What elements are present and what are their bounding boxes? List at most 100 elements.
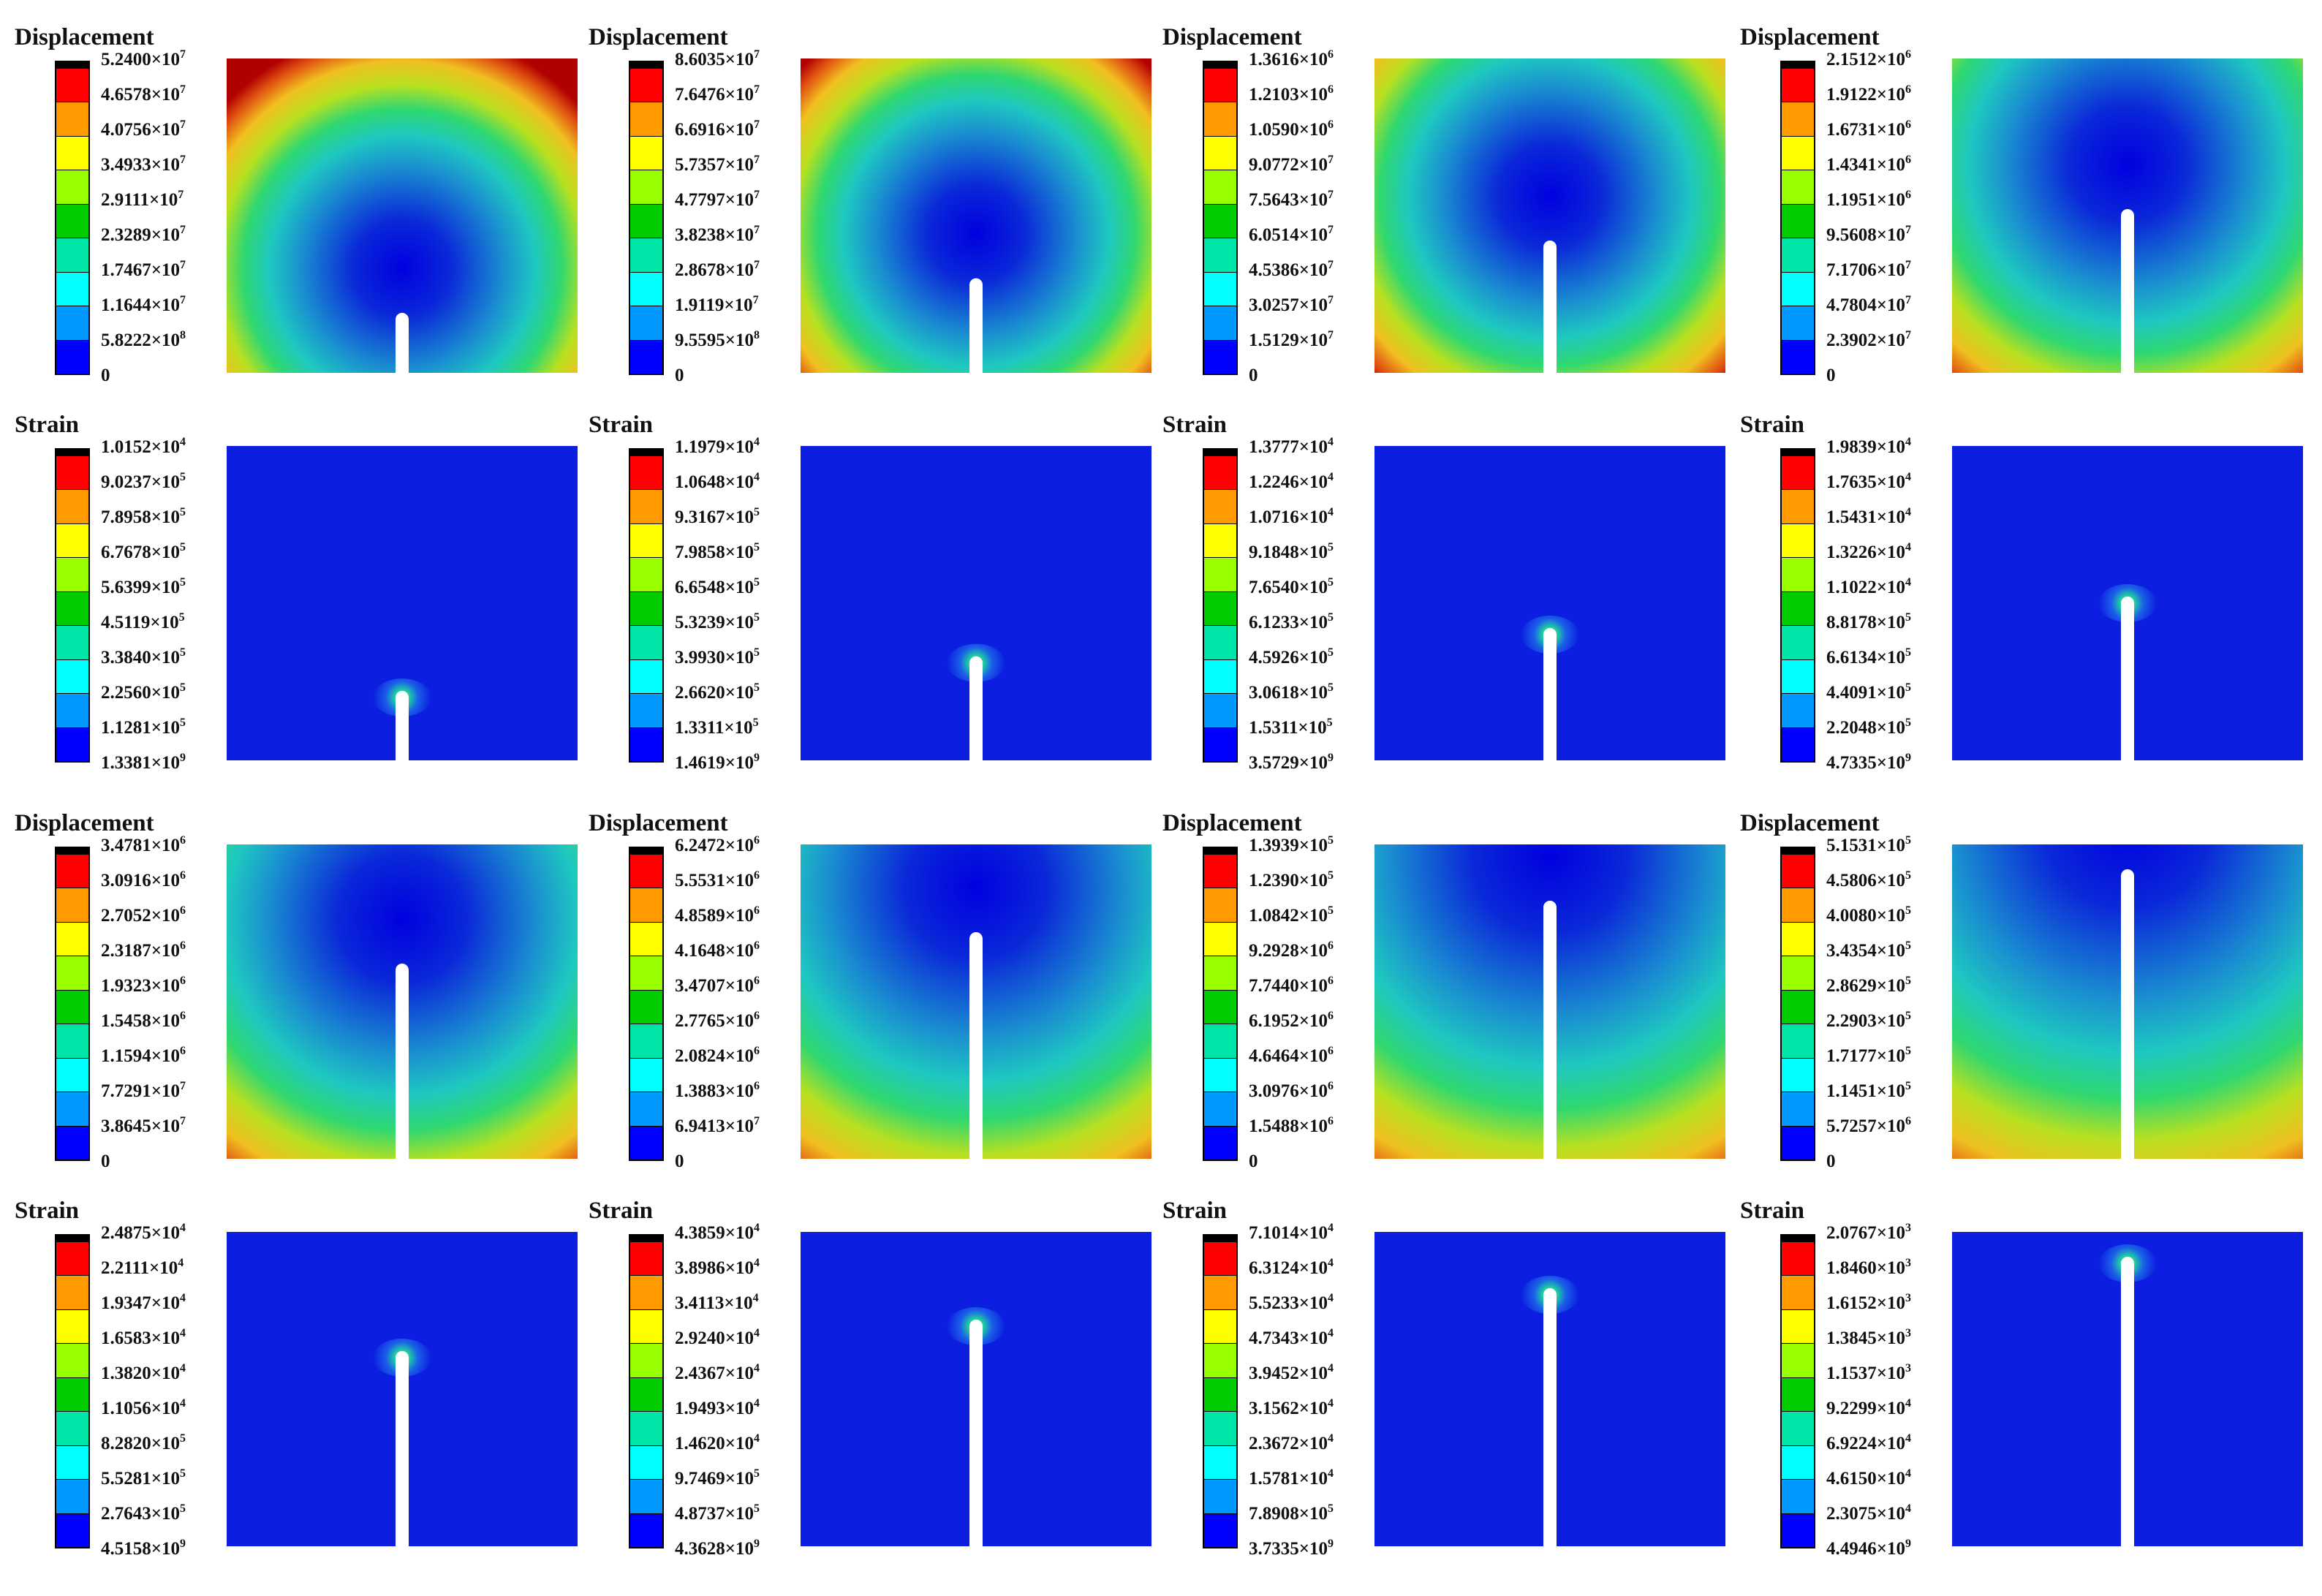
legend-swatch — [1204, 848, 1236, 855]
contour-field — [1952, 844, 2303, 1159]
legend-tick-label: 7.7440×106 — [1249, 975, 1334, 996]
legend-tick-label: 1.2246×104 — [1249, 471, 1334, 492]
legend-swatch — [56, 1412, 88, 1446]
legend-swatch — [1204, 1024, 1236, 1059]
crack-slot — [969, 1326, 983, 1546]
legend-swatch — [630, 1126, 662, 1160]
crack-slot — [396, 1358, 409, 1546]
contour-field — [1374, 1232, 1725, 1546]
legend-tick-label: 5.5281×105 — [101, 1467, 186, 1489]
legend-swatch — [1204, 1377, 1236, 1412]
crack-slot — [396, 970, 409, 1159]
color-legend-bar — [1780, 448, 1815, 763]
legend-tick-label: 7.6540×105 — [1249, 576, 1334, 597]
legend-swatch — [630, 558, 662, 592]
legend-swatch — [630, 456, 662, 491]
legend-swatch — [1782, 1242, 1814, 1277]
crack-tip — [1543, 1288, 1557, 1301]
legend-tick-label: 3.5729×109 — [1249, 752, 1334, 773]
legend-tick-label: 3.0618×105 — [1249, 681, 1334, 703]
legend-swatch — [1782, 204, 1814, 239]
panel-title: Strain — [1740, 1198, 1805, 1224]
legend-swatch — [1204, 1236, 1236, 1242]
legend-tick-label: 2.3672×104 — [1249, 1432, 1334, 1453]
legend-tick-label: 2.0767×103 — [1826, 1222, 1911, 1243]
legend-swatch — [1782, 558, 1814, 592]
legend-tick-label: 9.1848×105 — [1249, 541, 1334, 562]
contour-field — [801, 58, 1151, 373]
legend-tick-label: 2.4367×104 — [675, 1362, 760, 1383]
color-legend-bar — [1203, 61, 1238, 375]
color-legend-bar — [1203, 448, 1238, 763]
legend-swatch — [56, 1092, 88, 1127]
legend-tick-label: 1.1056×104 — [101, 1397, 186, 1418]
legend-tick-label: 6.6916×107 — [675, 118, 760, 140]
legend-swatch — [1204, 727, 1236, 761]
legend-tick-label: 1.0842×105 — [1249, 904, 1334, 926]
crack-slot — [396, 319, 409, 373]
legend-tick-label: 2.1512×106 — [1826, 48, 1911, 69]
legend-tick-label: 4.8589×106 — [675, 904, 760, 926]
legend-swatch — [1204, 1242, 1236, 1277]
legend-tick-label: 0 — [1249, 366, 1258, 385]
legend-swatch — [56, 306, 88, 341]
color-legend-bar — [1780, 1234, 1815, 1548]
legend-swatch — [56, 136, 88, 171]
legend-tick-label: 1.0716×104 — [1249, 506, 1334, 527]
panel-title: Strain — [589, 412, 654, 438]
legend-swatch — [1204, 922, 1236, 957]
legend-tick-label: 1.3311×105 — [675, 716, 759, 738]
legend-labels: 7.1014×104 6.3124×104 5.5233×104 4.7343×104… — [1249, 1222, 1395, 1567]
legend-tick-label: 7.8958×105 — [101, 506, 186, 527]
panel-title: Strain — [15, 1198, 80, 1224]
panel-title: Displacement — [589, 810, 728, 836]
legend-tick-label: 6.9413×107 — [675, 1115, 760, 1136]
legend-swatch — [1204, 490, 1236, 524]
legend-swatch — [1204, 1480, 1236, 1514]
legend-tick-label: 4.0080×105 — [1826, 904, 1911, 926]
legend-tick-label: 3.8238×107 — [675, 224, 760, 245]
legend-tick-label: 5.7257×106 — [1826, 1115, 1911, 1136]
legend-tick-label: 7.7291×107 — [101, 1080, 186, 1101]
legend-swatch — [1204, 340, 1236, 374]
legend-swatch — [56, 1242, 88, 1277]
legend-swatch — [56, 1480, 88, 1514]
legend-tick-label: 6.9224×104 — [1826, 1432, 1911, 1453]
legend-swatch — [56, 102, 88, 137]
legend-swatch — [630, 136, 662, 171]
legend-swatch — [56, 450, 88, 456]
legend-tick-label: 4.7797×107 — [675, 189, 760, 210]
legend-tick-label: 1.5781×104 — [1249, 1467, 1334, 1489]
legend-tick-label: 1.0648×104 — [675, 471, 760, 492]
legend-tick-label: 9.0772×107 — [1249, 154, 1334, 175]
legend-tick-label: 1.3845×103 — [1826, 1327, 1911, 1348]
strain-panel: Strain 4.3859×104 3.8986×104 3.4113×104 2.92… — [589, 1198, 1159, 1558]
legend-swatch — [56, 1513, 88, 1547]
legend-swatch — [1204, 626, 1236, 660]
displacement-panel: Displacement 1.3616×106 1.2103×106 1.0590×1… — [1162, 26, 1733, 385]
displacement-panel: Displacement 6.2472×106 5.5531×106 4.8589×1… — [589, 810, 1159, 1170]
legend-tick-label: 4.5119×105 — [101, 611, 185, 632]
legend-tick-label: 6.1233×105 — [1249, 611, 1334, 632]
legend-tick-label: 0 — [1249, 1151, 1258, 1171]
crack-slot — [396, 697, 409, 760]
legend-swatch — [1782, 855, 1814, 889]
legend-swatch — [1782, 1412, 1814, 1446]
legend-tick-label: 8.6035×107 — [675, 48, 760, 69]
legend-swatch — [1204, 238, 1236, 273]
legend-tick-label: 9.2928×106 — [1249, 939, 1334, 961]
legend-swatch — [630, 1236, 662, 1242]
crack-slot — [1543, 635, 1557, 760]
legend-swatch — [1782, 1309, 1814, 1345]
legend-swatch — [1204, 659, 1236, 695]
legend-swatch — [630, 727, 662, 761]
legend-tick-label: 0 — [675, 366, 684, 385]
panel-title: Strain — [589, 1198, 654, 1224]
legend-labels: 1.3777×104 1.2246×104 1.0716×104 9.1848×105… — [1249, 436, 1395, 782]
legend-swatch — [630, 238, 662, 273]
legend-swatch — [630, 855, 662, 889]
legend-tick-label: 5.1531×105 — [1826, 834, 1911, 855]
legend-tick-label: 1.9493×104 — [675, 1397, 760, 1418]
legend-swatch — [1204, 1126, 1236, 1160]
